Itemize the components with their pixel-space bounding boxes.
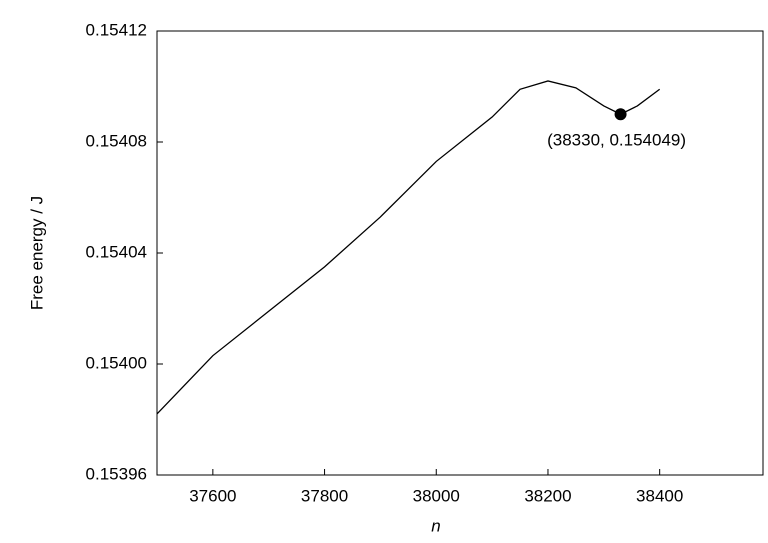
y-tick-label: 0.15400 <box>86 353 147 372</box>
y-tick-label: 0.15412 <box>86 20 147 39</box>
x-tick-label: 38000 <box>413 486 460 505</box>
plot-frame <box>156 30 764 476</box>
x-tick-label: 38200 <box>524 486 571 505</box>
y-axis-label: Free energy / J <box>27 196 46 310</box>
x-tick-label: 37800 <box>301 486 348 505</box>
x-axis-label: n <box>431 516 440 535</box>
y-tick-label: 0.15404 <box>86 242 147 261</box>
y-tick-label: 0.15396 <box>86 464 147 483</box>
point-marker <box>614 108 627 121</box>
x-tick-label: 38400 <box>636 486 683 505</box>
annotation: (38330, 0.154049) <box>547 131 686 150</box>
y-tick-label: 0.15408 <box>86 131 147 150</box>
x-tick-label: 37600 <box>189 486 236 505</box>
